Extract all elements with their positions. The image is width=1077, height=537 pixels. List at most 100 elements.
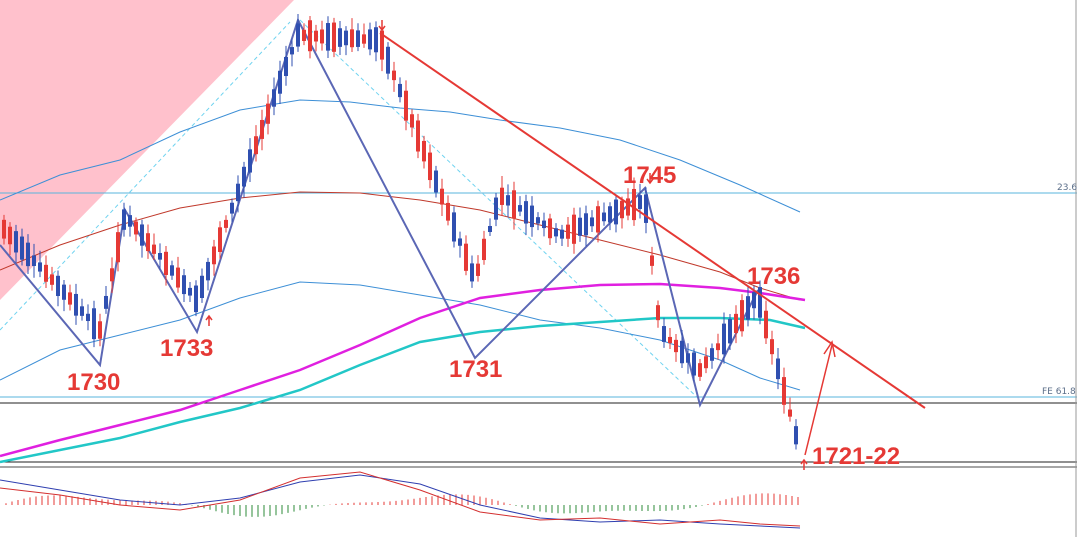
- candle-body: [746, 296, 750, 320]
- candle-body: [530, 205, 534, 228]
- candle-body: [398, 83, 402, 98]
- candle-body: [512, 190, 516, 219]
- candle-body: [692, 352, 696, 376]
- candle-body: [734, 313, 738, 334]
- candle-body: [152, 244, 156, 254]
- candle-body: [698, 363, 702, 377]
- candle-body: [488, 225, 492, 233]
- candle-body: [44, 264, 48, 282]
- candle-body: [524, 201, 528, 224]
- band-lower: [0, 281, 801, 391]
- candle-body: [596, 206, 600, 233]
- macd-panel: [0, 471, 801, 529]
- candle-body: [506, 195, 510, 206]
- resistance-trendline: [379, 32, 926, 409]
- candle-body: [560, 229, 564, 239]
- candle-body: [266, 103, 270, 124]
- candle-body: [650, 255, 654, 266]
- level-label-swing-high: 1736: [747, 263, 800, 290]
- candle-body: [170, 265, 174, 276]
- candle-body: [74, 293, 78, 316]
- candle-body: [548, 218, 552, 239]
- candle-body: [344, 30, 348, 46]
- candle-body: [572, 214, 576, 244]
- candle-body: [440, 188, 444, 205]
- candle-body: [776, 358, 780, 380]
- candle-body: [536, 217, 540, 224]
- fib-label-23-6: 23.6: [1057, 183, 1077, 193]
- candle-body: [482, 238, 486, 261]
- candle-body: [704, 356, 708, 369]
- candle-body: [392, 70, 396, 81]
- candle-body: [176, 267, 180, 288]
- candle-body: [296, 23, 300, 47]
- fib-label-fe-61-8: FE 61.8: [1042, 387, 1076, 397]
- candle-body: [8, 226, 12, 245]
- candle-body: [758, 287, 762, 318]
- candle-body: [434, 170, 438, 193]
- candle-body: [230, 202, 234, 214]
- bollinger-bands: [0, 99, 801, 391]
- candle-body: [146, 233, 150, 252]
- candle-body: [188, 287, 192, 296]
- candle-body: [620, 200, 624, 219]
- candle-body: [2, 219, 6, 239]
- candle-body: [98, 321, 102, 339]
- arrow-down-icon: [378, 20, 386, 32]
- candle-body: [356, 30, 360, 47]
- candle-body: [740, 300, 744, 332]
- macd-signal-line: [0, 471, 801, 527]
- candle-body: [272, 89, 276, 107]
- candle-body: [422, 140, 426, 162]
- candle-body: [380, 30, 384, 60]
- level-labels: 1730 1733 1731 1745 1736 1721-22: [67, 162, 900, 470]
- pink-zone: [0, 0, 294, 300]
- level-label-current-low: 1721-22: [812, 443, 900, 470]
- candle-body: [662, 326, 666, 342]
- candle-body: [446, 202, 450, 221]
- candle-body: [428, 152, 432, 181]
- candle-body: [212, 246, 216, 265]
- candle-body: [416, 120, 420, 152]
- level-label-swing-low: 1733: [160, 335, 213, 362]
- candle-body: [332, 22, 336, 52]
- candle-body: [254, 136, 258, 155]
- candle-body: [590, 217, 594, 227]
- candle-body: [56, 275, 60, 297]
- candle-body: [218, 227, 222, 252]
- candlesticks: [2, 14, 798, 450]
- candle-body: [206, 261, 210, 281]
- candle-body: [464, 243, 468, 271]
- candle-body: [122, 209, 126, 230]
- candle-body: [260, 119, 264, 139]
- candle-body: [554, 228, 558, 237]
- candle-body: [368, 29, 372, 50]
- candle-body: [194, 285, 198, 313]
- candle-body: [242, 166, 246, 187]
- candle-body: [752, 292, 756, 309]
- candle-body: [338, 28, 342, 47]
- candle-body: [116, 232, 120, 263]
- candle-body: [128, 215, 132, 227]
- arrow-up-icon: [800, 458, 808, 470]
- ma-teal: [0, 316, 806, 464]
- level-label-swing-high: 1745: [623, 162, 676, 189]
- moving-averages: [0, 191, 806, 464]
- candle-body: [716, 343, 720, 351]
- candle-body: [140, 224, 144, 246]
- candle-body: [278, 70, 282, 94]
- candle-body: [284, 56, 288, 77]
- candle-body: [518, 205, 522, 212]
- candle-body: [314, 30, 318, 42]
- candle-body: [656, 305, 660, 321]
- candle-body: [236, 183, 240, 202]
- candle-body: [80, 306, 84, 316]
- candle-body: [644, 194, 648, 223]
- candle-body: [632, 188, 636, 221]
- candle-body: [308, 20, 312, 52]
- candle-body: [158, 253, 162, 260]
- candle-body: [686, 353, 690, 363]
- trendlines: [205, 20, 926, 470]
- fib-diagonal-line-2: [299, 19, 701, 401]
